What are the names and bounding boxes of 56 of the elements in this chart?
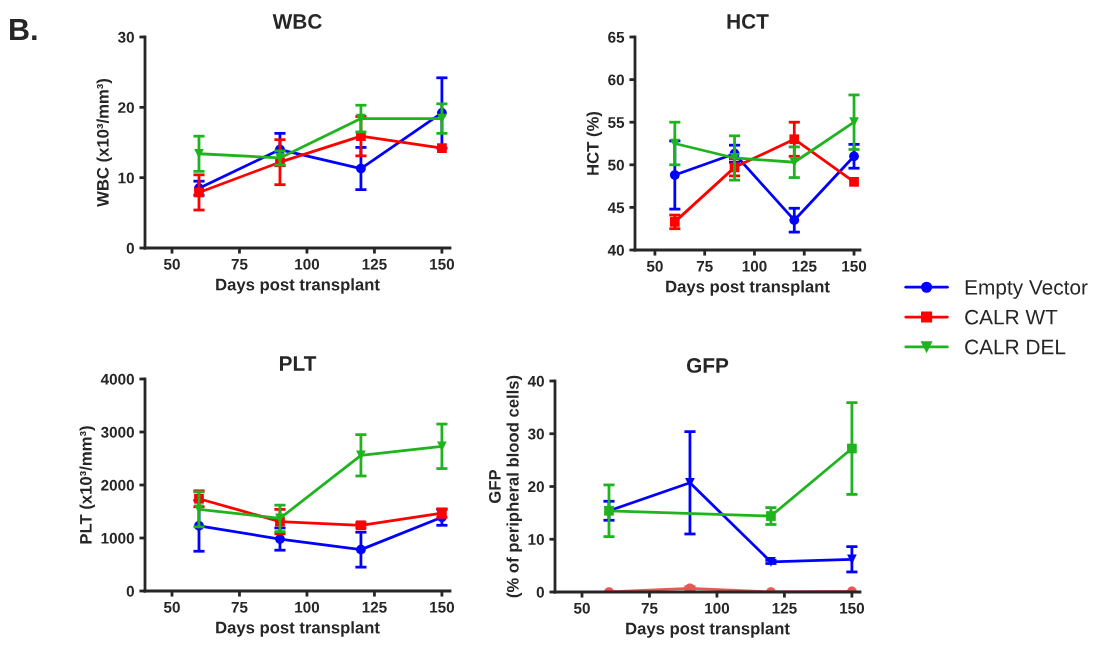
x-tick-label: 75 [696, 260, 713, 272]
y-tick-label: 0 [126, 242, 134, 254]
x-tick-label: 100 [295, 258, 320, 270]
x-tick-label: 125 [792, 260, 817, 272]
y-tick-label: 55 [608, 117, 625, 128]
legend-label: CALR DEL [965, 339, 1066, 355]
chart-title: WBC [272, 14, 322, 29]
y-axis-title: PLT (x10³/mm³) [79, 426, 96, 544]
y-tick-label: 40 [607, 244, 624, 256]
y-tick-label: 20 [528, 481, 544, 493]
y-tick-label: 60 [608, 74, 624, 86]
y-tick-label: 10 [118, 172, 134, 184]
y-tick-label: 30 [117, 31, 134, 43]
x-tick-label: 125 [772, 602, 797, 614]
y-tick-label: 45 [607, 202, 625, 214]
y-tick-label: 40 [527, 375, 544, 387]
y-tick-label: 2000 [101, 479, 134, 491]
y-tick-label: 30 [527, 428, 544, 440]
y-axis-title: WBC (x10³/mm³) [96, 78, 113, 207]
chart-title: PLT [279, 356, 317, 371]
y-tick-label: 1000 [101, 532, 134, 544]
x-tick-label: 150 [842, 260, 867, 272]
x-tick-label: 75 [641, 602, 658, 614]
x-axis-title: Days post transplant [216, 278, 380, 294]
y-tick-label: 10 [528, 534, 544, 545]
legend-label: CALR WT [965, 309, 1058, 325]
x-tick-label: 50 [163, 258, 180, 270]
x-tick-label: 50 [646, 260, 663, 272]
x-tick-label: 75 [231, 601, 248, 613]
y-tick-label: 3000 [100, 426, 134, 438]
text: B. [10, 18, 37, 40]
y-tick-label: 20 [118, 102, 134, 114]
x-tick-label: 100 [742, 260, 767, 272]
x-axis-title: Days post transplant [216, 621, 380, 637]
x-tick-label: 50 [573, 602, 590, 614]
y-tick-label: 0 [536, 586, 544, 598]
x-tick-label: 100 [705, 602, 730, 614]
x-axis-title: Days post transplant [626, 622, 790, 638]
x-axis-title: Days post transplant [666, 280, 830, 296]
x-tick-label: 125 [362, 258, 387, 270]
y-tick-label: 50 [608, 159, 624, 171]
x-tick-label: 125 [362, 601, 387, 613]
x-tick-label: 100 [295, 601, 320, 613]
x-tick-label: 150 [430, 601, 455, 613]
chart-title: HCT [727, 14, 769, 29]
y-tick-label: 4000 [100, 373, 134, 385]
y-axis-title: GFP (% of peripheral blood cells) [488, 375, 523, 598]
chart-title: GFP [686, 358, 729, 373]
legend-label: Empty Vector [965, 280, 1088, 299]
x-tick-label: 75 [231, 258, 248, 270]
y-tick-label: 65 [608, 31, 625, 43]
y-tick-label: 0 [126, 585, 134, 597]
x-tick-label: 50 [163, 601, 180, 613]
x-tick-label: 150 [430, 258, 455, 270]
y-axis-title: HCT (%) [586, 111, 603, 175]
x-tick-label: 150 [840, 602, 865, 614]
